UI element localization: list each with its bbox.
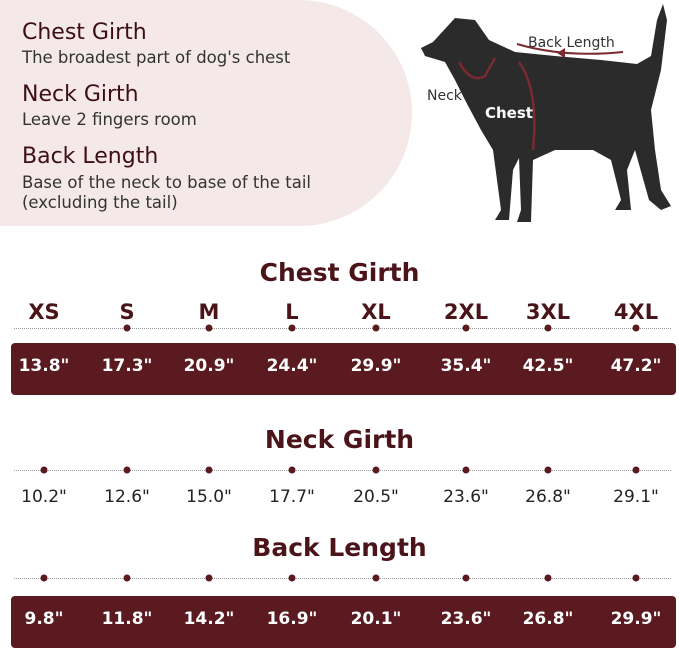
measurement-value: 17.7": [269, 487, 315, 507]
measurement-value: 9.8": [24, 609, 64, 629]
back-length-label: Back Length: [528, 35, 615, 51]
measurement-value: 20.1": [350, 609, 402, 629]
dotted-guide-line: [14, 328, 671, 329]
measurement-value: 17.3": [101, 356, 153, 376]
measurement-value: 11.8": [101, 609, 153, 629]
size-marker-dot: [544, 466, 552, 474]
legend-chest-desc: The broadest part of dog's chest: [22, 48, 291, 67]
measurement-value: 12.6": [104, 487, 150, 507]
size-marker-dot: [205, 574, 213, 582]
size-label: 2XL: [443, 300, 489, 324]
size-marker-dot: [372, 324, 380, 332]
size-marker-dot: [123, 324, 131, 332]
legend-back-title: Back Length: [22, 144, 159, 169]
legend-neck-title: Neck Girth: [22, 82, 139, 107]
measurement-value: 35.4": [440, 356, 492, 376]
size-label: 3XL: [525, 300, 571, 324]
size-label: 4XL: [613, 300, 659, 324]
size-marker-dot: [372, 574, 380, 582]
dotted-guide-line: [14, 578, 671, 579]
measurement-value: 14.2": [183, 609, 235, 629]
measurement-value: 24.4": [266, 356, 318, 376]
value-bar: [11, 343, 676, 395]
measurement-value: 29.9": [610, 609, 662, 629]
measurement-value: 13.8": [18, 356, 70, 376]
size-marker-dot: [123, 574, 131, 582]
neck-label: Neck: [427, 88, 463, 104]
size-label: L: [285, 300, 299, 324]
size-label: XL: [361, 300, 391, 324]
size-marker-dot: [372, 466, 380, 474]
legend-panel: [0, 0, 412, 226]
size-marker-dot: [288, 574, 296, 582]
size-marker-dot: [462, 324, 470, 332]
dog-measurement-diagram: Back Length Neck Chest: [421, 4, 671, 222]
size-marker-dot: [123, 466, 131, 474]
size-marker-dot: [462, 466, 470, 474]
legend-back-desc-2: (excluding the tail): [22, 193, 178, 212]
measurement-value: 26.8": [525, 487, 571, 507]
measurement-value: 42.5": [522, 356, 574, 376]
size-marker-dot: [632, 574, 640, 582]
legend-chest-title: Chest Girth: [22, 20, 147, 45]
size-marker-dot: [40, 574, 48, 582]
size-marker-dot: [288, 324, 296, 332]
measurement-value: 16.9": [266, 609, 318, 629]
dotted-guide-line: [14, 470, 671, 471]
measurement-value: 29.9": [350, 356, 402, 376]
legend-back-desc-1: Base of the neck to base of the tail: [22, 173, 311, 192]
measurement-value: 20.9": [183, 356, 235, 376]
measurement-value: 15.0": [186, 487, 232, 507]
legend-neck-desc: Leave 2 fingers room: [22, 110, 197, 129]
table-title: Back Length: [252, 533, 427, 562]
measurement-value: 26.8": [522, 609, 574, 629]
size-label: S: [119, 300, 135, 324]
value-bar: [11, 596, 676, 648]
measurement-value: 23.6": [443, 487, 489, 507]
chest-label: Chest: [485, 104, 533, 122]
size-marker-dot: [288, 466, 296, 474]
table-title: Neck Girth: [264, 425, 415, 454]
measurement-value: 29.1": [613, 487, 659, 507]
measurement-value: 47.2": [610, 356, 662, 376]
size-marker-dot: [544, 324, 552, 332]
size-label: M: [198, 300, 220, 324]
size-marker-dot: [462, 574, 470, 582]
table-title: Chest Girth: [259, 258, 420, 287]
size-marker-dot: [544, 574, 552, 582]
size-label: XS: [28, 300, 60, 324]
measurement-value: 23.6": [440, 609, 492, 629]
measurement-value: 10.2": [21, 487, 67, 507]
size-marker-dot: [40, 466, 48, 474]
dog-silhouette: [421, 4, 671, 222]
size-marker-dot: [205, 324, 213, 332]
size-marker-dot: [205, 466, 213, 474]
measurement-value: 20.5": [353, 487, 399, 507]
size-marker-dot: [632, 324, 640, 332]
size-marker-dot: [632, 466, 640, 474]
